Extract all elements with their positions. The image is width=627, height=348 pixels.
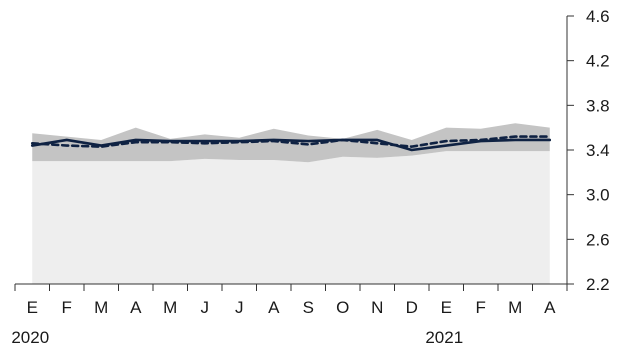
x-tick-label: A bbox=[268, 298, 280, 317]
x-tick-label: J bbox=[235, 298, 244, 317]
x-tick-label: S bbox=[303, 298, 314, 317]
x-tick-label: N bbox=[371, 298, 383, 317]
x-tick-label: O bbox=[336, 298, 349, 317]
x-tick-label: F bbox=[62, 298, 72, 317]
x-tick-label: J bbox=[201, 298, 210, 317]
x-tick-label: M bbox=[508, 298, 522, 317]
x-tick-label: A bbox=[130, 298, 142, 317]
x-tick-label: M bbox=[163, 298, 177, 317]
x-tick-label: A bbox=[544, 298, 556, 317]
y-tick-label: 2.6 bbox=[586, 230, 610, 249]
y-tick-label: 3.8 bbox=[586, 96, 610, 115]
y-tick-label: 3.0 bbox=[586, 186, 610, 205]
y-tick-label: 3.4 bbox=[586, 141, 610, 160]
y-tick-label: 2.2 bbox=[586, 275, 610, 294]
year-label: 2020 bbox=[11, 328, 49, 347]
year-label: 2021 bbox=[425, 328, 463, 347]
series-line-solid bbox=[30, 138, 552, 152]
x-tick-label: E bbox=[441, 298, 452, 317]
x-tick-label: E bbox=[27, 298, 38, 317]
y-tick-label: 4.6 bbox=[586, 7, 610, 26]
y-tick-label: 4.2 bbox=[586, 52, 610, 71]
band-floor bbox=[32, 151, 550, 284]
series-line-dashed bbox=[30, 135, 552, 148]
x-tick-label: D bbox=[406, 298, 418, 317]
x-tick-label: M bbox=[94, 298, 108, 317]
x-tick-label: F bbox=[476, 298, 486, 317]
